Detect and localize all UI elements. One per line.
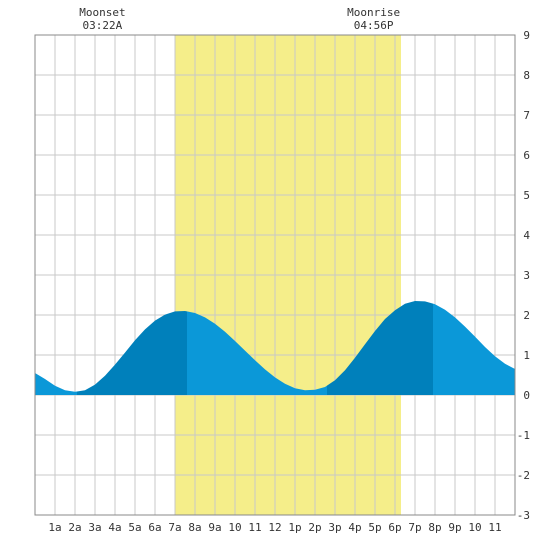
x-tick-label: 1p [288,521,301,534]
x-tick-label: 1a [48,521,61,534]
moonrise-label: Moonrise [347,6,400,19]
x-tick-label: 2p [308,521,321,534]
y-tick-label: 4 [523,229,530,242]
x-tick-label: 11 [248,521,261,534]
moonset-time: 03:22A [83,19,123,32]
x-tick-label: 10 [228,521,241,534]
y-tick-label: 3 [523,269,530,282]
x-tick-label: 8a [188,521,201,534]
y-tick-label: 0 [523,389,530,402]
tide-area-falling [187,311,327,395]
y-tick-label: 9 [523,29,530,42]
x-tick-label: 9p [448,521,461,534]
x-tick-label: 7p [408,521,421,534]
y-tick-label: 5 [523,189,530,202]
x-tick-label: 6p [388,521,401,534]
x-tick-label: 4p [348,521,361,534]
x-tick-label: 7a [168,521,181,534]
y-tick-label: -3 [517,509,530,522]
x-tick-label: 5a [128,521,141,534]
x-tick-label: 3p [328,521,341,534]
x-tick-label: 6a [148,521,161,534]
tide-area-falling [35,373,77,395]
x-tick-label: 9a [208,521,221,534]
x-tick-label: 11 [488,521,501,534]
y-tick-label: -2 [517,469,530,482]
y-tick-label: 2 [523,309,530,322]
y-tick-label: 1 [523,349,530,362]
tide-area-falling [433,303,515,395]
moonset-label: Moonset [79,6,125,19]
x-tick-label: 12 [268,521,281,534]
x-tick-label: 3a [88,521,101,534]
x-tick-label: 5p [368,521,381,534]
tide-area-rising [327,301,433,395]
y-tick-label: 8 [523,69,530,82]
y-tick-label: -1 [517,429,530,442]
x-tick-label: 8p [428,521,441,534]
x-tick-label: 2a [68,521,81,534]
plot-border [34,34,516,516]
tide-area-rising [77,311,187,395]
x-tick-label: 10 [468,521,481,534]
y-tick-label: 7 [523,109,530,122]
x-tick-label: 4a [108,521,121,534]
y-tick-label: 6 [523,149,530,162]
moonrise-time: 04:56P [354,19,394,32]
